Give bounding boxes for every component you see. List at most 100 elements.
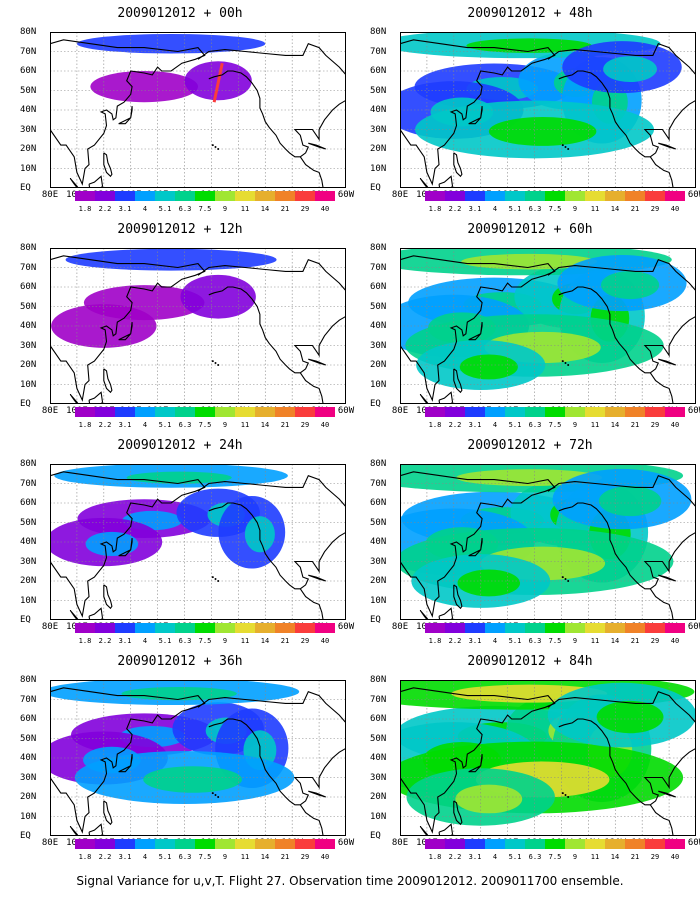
colorbar-swatch bbox=[255, 407, 276, 417]
variance-shading-core bbox=[85, 531, 139, 557]
lat-label: 30N bbox=[20, 124, 37, 135]
lat-label: EQ bbox=[370, 831, 381, 841]
colorbar-swatch bbox=[425, 407, 446, 417]
lon-label: 60W bbox=[687, 190, 700, 200]
colorbar-swatch bbox=[585, 623, 606, 633]
coastline bbox=[547, 475, 696, 508]
colorbar-label: 1.8 bbox=[78, 205, 92, 213]
lat-label: 80N bbox=[370, 675, 387, 685]
lat-label: 10N bbox=[370, 811, 387, 822]
island bbox=[564, 146, 567, 149]
map-panel: 2009012012 + 72h 80N 70N 60N 50N 40N 30N 20N 10N… bbox=[370, 438, 700, 650]
colorbar-swatch bbox=[295, 407, 316, 417]
coastline bbox=[69, 825, 79, 836]
colorbar bbox=[425, 839, 685, 849]
lat-label: 80N bbox=[20, 675, 37, 685]
colorbar-label: 40 bbox=[320, 205, 330, 213]
colorbar-swatch bbox=[75, 191, 96, 201]
coastline bbox=[558, 718, 696, 806]
colorbar-label: 9 bbox=[572, 637, 578, 645]
lat-label: 10N bbox=[370, 379, 387, 390]
variance-shading-core bbox=[457, 569, 521, 597]
colorbar-label: 7.5 bbox=[198, 853, 212, 861]
colorbar-swatch bbox=[215, 407, 236, 417]
colorbar-swatch bbox=[75, 407, 96, 417]
variance-shading-core bbox=[459, 354, 518, 380]
lat-label: 80N bbox=[20, 27, 37, 37]
coastline bbox=[50, 39, 206, 186]
colorbar-label: 14 bbox=[610, 853, 620, 861]
colorbar-label: 14 bbox=[260, 853, 270, 861]
colorbar-label: 1.8 bbox=[428, 853, 442, 861]
coastline bbox=[197, 259, 346, 292]
coastline bbox=[50, 471, 206, 618]
coastline bbox=[299, 804, 324, 836]
lat-label: 10N bbox=[370, 595, 387, 606]
coastline bbox=[547, 691, 696, 724]
colorbar-label: 4 bbox=[492, 421, 498, 429]
colorbar-swatch bbox=[275, 191, 296, 201]
lon-label: 80E bbox=[41, 622, 59, 632]
colorbar-label: 1.8 bbox=[428, 205, 442, 213]
coastline bbox=[453, 800, 463, 826]
lat-label: 20N bbox=[370, 576, 387, 586]
colorbar-swatch bbox=[425, 191, 446, 201]
colorbar-swatch bbox=[75, 623, 96, 633]
coastline bbox=[299, 588, 324, 620]
coastline bbox=[419, 609, 429, 620]
coastline bbox=[308, 358, 327, 366]
island bbox=[211, 360, 214, 363]
map-panel: 2009012012 + 12h 80N 70N 60N 50N 40N 30N 20N 10N… bbox=[20, 222, 354, 434]
colorbar-swatch bbox=[525, 839, 546, 849]
colorbar-label: 5.1 bbox=[158, 637, 172, 645]
colorbar bbox=[75, 623, 335, 633]
variance-shading-core bbox=[126, 471, 232, 484]
lat-label: 30N bbox=[20, 772, 37, 783]
coastline bbox=[208, 286, 346, 374]
island bbox=[567, 148, 570, 150]
colorbar-label: 7.5 bbox=[198, 421, 212, 429]
map-panel: 2009012012 + 00h 80N 70N 60N 50N 40N 30N 20N 10N… bbox=[20, 6, 354, 218]
variance-shading-core bbox=[488, 117, 597, 146]
coastline bbox=[299, 372, 324, 404]
colorbar-label: 6.3 bbox=[528, 853, 542, 861]
colorbar-swatch bbox=[485, 191, 506, 201]
colorbar-swatch bbox=[625, 623, 646, 633]
island bbox=[217, 796, 220, 798]
coastline bbox=[308, 790, 327, 798]
colorbar-label: 7.5 bbox=[198, 205, 212, 213]
lat-label: 60N bbox=[20, 498, 37, 508]
colorbar-label: 29 bbox=[300, 853, 310, 861]
colorbar-swatch bbox=[135, 839, 156, 849]
colorbar-swatch bbox=[135, 191, 156, 201]
colorbar-swatch bbox=[605, 191, 626, 201]
coastline bbox=[50, 687, 206, 834]
colorbar-label: 6.3 bbox=[528, 205, 542, 213]
colorbar-label: 11 bbox=[590, 637, 600, 645]
colorbar-swatch bbox=[425, 623, 446, 633]
flight-track bbox=[212, 62, 224, 103]
lat-label: 60N bbox=[370, 714, 387, 724]
colorbar-swatch bbox=[255, 839, 276, 849]
coastline bbox=[453, 368, 463, 394]
lat-label: 60N bbox=[20, 66, 37, 76]
lat-label: 60N bbox=[370, 282, 387, 292]
map-frame bbox=[50, 248, 346, 404]
coastline bbox=[658, 574, 677, 582]
coastline bbox=[197, 43, 346, 76]
island bbox=[214, 362, 217, 365]
colorbar-label: 11 bbox=[240, 205, 250, 213]
coastline bbox=[649, 804, 674, 836]
colorbar-swatch bbox=[445, 839, 466, 849]
lat-label: 40N bbox=[370, 753, 387, 763]
island bbox=[217, 148, 220, 150]
colorbar-label: 21 bbox=[280, 421, 290, 429]
lat-label: 40N bbox=[370, 105, 387, 115]
panel-title: 2009012012 + 72h bbox=[467, 438, 593, 453]
colorbar-label: 7.5 bbox=[548, 205, 562, 213]
coastline bbox=[197, 691, 346, 724]
colorbar-swatch bbox=[565, 623, 586, 633]
colorbar-label: 2.2 bbox=[98, 205, 112, 213]
lat-label: 10N bbox=[370, 163, 387, 174]
colorbar-label: 40 bbox=[320, 421, 330, 429]
